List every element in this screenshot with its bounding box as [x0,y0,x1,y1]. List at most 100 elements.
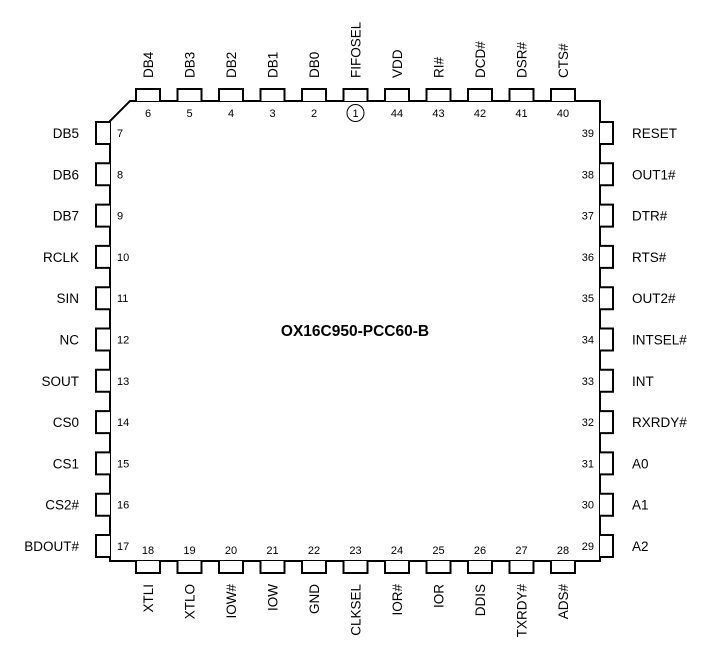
pin-lead-bottom [508,561,535,574]
pin-lead-right [600,410,614,435]
pin-lead-bottom [176,561,203,574]
pin-lead-bottom [425,561,452,574]
pin-number: 4 [228,108,234,120]
pin-lead-bottom [301,561,327,574]
pin-number: 1 [352,108,358,120]
pin-lead-left [95,121,110,145]
pin-lead-top [342,88,369,101]
pin-lead-top [218,88,244,101]
pin-number: 43 [432,108,444,120]
pin-label: CTS# [556,43,571,78]
pin-lead-left [95,451,110,476]
pin-label: VDD [390,49,405,78]
pin-number: 25 [432,545,444,557]
pin-number: 18 [142,545,154,557]
pin-number: 32 [582,417,594,429]
pin-label: OUT2# [632,291,676,306]
pin-number: 20 [225,545,237,557]
pin-label: DB7 [53,209,79,224]
pin-number: 39 [582,128,594,140]
pin-number: 31 [582,458,594,470]
pin-lead-top [467,88,493,101]
pin-label: RI# [432,57,447,79]
pin-lead-right [600,203,614,228]
pin-number: 27 [515,545,527,557]
pin-number: 8 [117,169,123,181]
chip-part-number: OX16C950-PCC60-B [281,323,429,340]
pin-label: CS2# [45,498,79,513]
pin-label: GND [307,584,322,614]
pin-label: RTS# [632,250,667,265]
pin-lead-bottom [218,561,244,574]
pin-label: DB4 [141,51,156,78]
pin-number: 36 [582,252,594,264]
pin-label: DB1 [266,52,281,78]
pin-number: 35 [582,293,594,305]
pin-lead-left [95,410,110,435]
pin-lead-left [95,327,110,352]
pin-number: 10 [117,252,129,264]
pin-number: 41 [515,108,527,120]
pin-label: INTSEL# [632,333,687,348]
pin-label: SOUT [41,374,79,389]
pin-lead-top [259,88,286,101]
pin-label: NC [60,333,80,348]
pin-lead-bottom [550,561,576,574]
pin-lead-right [600,327,614,352]
pin-label: TXRDY# [515,584,530,638]
pin-number: 19 [183,545,195,557]
pin-lead-bottom [342,561,369,574]
pin-number: 15 [117,458,129,470]
pin-lead-right [600,286,614,311]
pin-label: CLKSEL [349,584,364,636]
pin-lead-top [135,88,161,101]
pin-label: DB0 [307,52,322,78]
pin-lead-right [600,121,614,145]
pin-label: IOW# [224,584,239,619]
pin-label: DDIS [473,584,488,616]
pin-label: XTLI [141,584,156,613]
pins-layer: 6 DB4 5 DB3 4 DB2 3 DB1 2 DB0 1 FIFOSEL 44 VDD 43 RI# 42… [24,21,687,637]
pin-lead-bottom [384,561,410,574]
pin-label: CS0 [53,415,79,430]
pin-number: 37 [582,211,594,223]
pin-number: 30 [582,500,594,512]
pin-lead-top [508,88,535,101]
pin-lead-left [95,203,110,228]
pin-number: 38 [582,169,594,181]
pin-label: RCLK [43,250,79,265]
pin-lead-top [176,88,203,101]
pin-number: 7 [117,128,123,140]
pin-number: 12 [117,335,129,347]
pin-label: RXRDY# [632,415,687,430]
pin-lead-left [95,162,110,187]
pin-lead-bottom [135,561,161,574]
pin-lead-left [95,286,110,311]
pin-number: 3 [269,108,275,120]
pin-lead-top [301,88,327,101]
pin-lead-left [95,492,110,517]
pin-number: 29 [582,541,594,553]
pin-lead-right [600,534,614,558]
pin-number: 40 [557,108,569,120]
pin-label: A0 [632,456,649,471]
pin-label: DB2 [224,52,239,78]
pin-number: 28 [557,545,569,557]
pin-label: DB3 [183,52,198,78]
pin-lead-top [384,88,410,101]
pin-lead-left [95,368,110,393]
pin-lead-left [95,244,110,269]
pin-number: 24 [391,545,403,557]
pin-label: INT [632,374,654,389]
pin-label: XTLO [183,584,198,619]
pin-lead-top [550,88,576,101]
pin-lead-right [600,162,614,187]
pin-number: 17 [117,541,129,553]
pin-label: FIFOSEL [349,21,364,78]
pin-label: A1 [632,498,649,513]
pin-label: DB5 [53,126,79,141]
pin-lead-bottom [467,561,493,574]
pin-lead-right [600,244,614,269]
pin-number: 42 [474,108,486,120]
